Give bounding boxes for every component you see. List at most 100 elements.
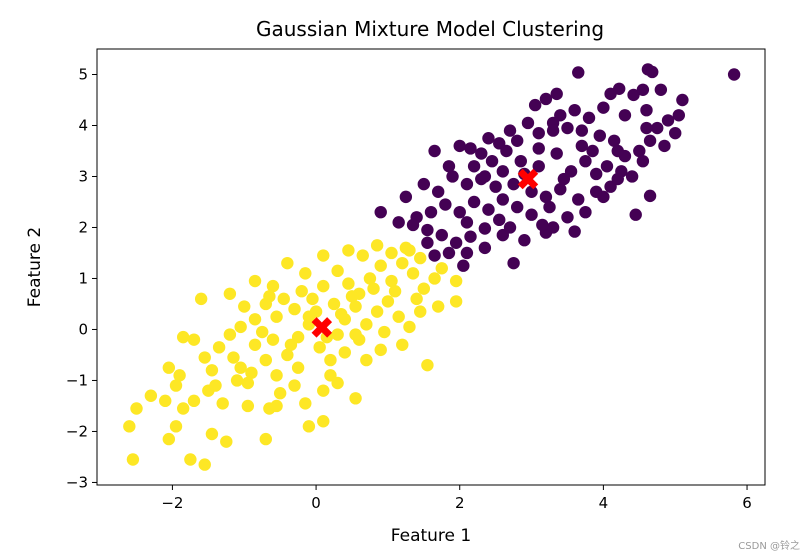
data-point-cluster-0	[593, 129, 606, 142]
data-point-cluster-0	[439, 198, 452, 211]
y-tick-label: 3	[78, 167, 88, 185]
data-point-cluster-0	[727, 68, 741, 81]
y-tick-label: 2	[78, 218, 88, 236]
data-point-cluster-0	[633, 144, 646, 158]
data-point-cluster-0	[627, 88, 640, 102]
data-point-cluster-0	[435, 228, 448, 242]
data-point-cluster-1	[414, 305, 427, 318]
data-point-cluster-1	[273, 387, 287, 400]
data-point-cluster-0	[532, 142, 545, 155]
data-point-cluster-1	[130, 402, 143, 415]
data-point-cluster-1	[345, 290, 359, 303]
data-point-cluster-1	[245, 366, 258, 380]
data-point-cluster-0	[611, 144, 624, 158]
data-point-cluster-0	[460, 177, 474, 191]
data-point-cluster-0	[543, 200, 556, 214]
data-point-cluster-1	[270, 369, 283, 382]
y-axis-ticks: −3 −2 −1 0 1 2 3 4 5	[66, 65, 97, 491]
data-point-cluster-1	[220, 435, 233, 448]
y-tick-label: 4	[78, 116, 88, 134]
data-point-cluster-1	[295, 285, 308, 298]
data-point-cluster-1	[342, 244, 355, 257]
data-point-cluster-1	[360, 318, 373, 331]
data-point-cluster-1	[331, 264, 344, 278]
data-point-cluster-0	[597, 101, 610, 114]
data-point-cluster-0	[539, 190, 553, 204]
data-point-cluster-0	[428, 144, 441, 158]
data-point-cluster-1	[223, 287, 237, 300]
data-point-cluster-1	[331, 328, 344, 341]
data-point-cluster-1	[194, 292, 208, 306]
data-point-cluster-0	[521, 116, 535, 130]
data-point-cluster-1	[403, 244, 416, 257]
data-point-cluster-1	[317, 384, 330, 397]
data-point-cluster-1	[205, 364, 219, 377]
y-tick-label: −3	[66, 473, 88, 491]
data-point-cluster-1	[288, 379, 301, 392]
data-point-cluster-0	[467, 195, 481, 209]
data-point-cluster-1	[374, 343, 387, 357]
data-point-cluster-0	[507, 177, 520, 191]
data-point-cluster-1	[187, 394, 201, 408]
data-point-cluster-0	[496, 165, 510, 178]
centers-layer	[311, 168, 539, 338]
data-point-cluster-0	[489, 180, 502, 193]
data-point-cluster-1	[159, 394, 172, 408]
data-point-cluster-0	[475, 147, 488, 160]
data-point-cluster-1	[216, 397, 229, 410]
x-axis-ticks: −2 0 2 4 6	[161, 485, 752, 512]
data-point-cluster-1	[256, 325, 269, 339]
data-point-cluster-0	[482, 132, 495, 145]
data-point-cluster-1	[266, 279, 280, 293]
data-point-cluster-0	[669, 126, 682, 140]
data-point-cluster-1	[281, 256, 294, 270]
x-tick-label: 0	[311, 494, 321, 512]
data-point-cluster-1	[248, 313, 262, 326]
data-point-cluster-1	[370, 305, 384, 318]
data-point-cluster-0	[582, 111, 596, 125]
data-point-cluster-0	[442, 160, 456, 173]
data-point-cluster-1	[396, 256, 409, 270]
data-point-cluster-1	[248, 338, 262, 351]
data-point-cluster-0	[467, 160, 481, 173]
data-point-cluster-0	[421, 223, 434, 237]
data-point-cluster-0	[550, 87, 563, 101]
data-point-cluster-1	[302, 420, 316, 433]
data-point-cluster-0	[539, 92, 553, 106]
data-point-cluster-0	[579, 154, 592, 168]
data-point-cluster-1	[270, 310, 283, 323]
x-tick-label: 6	[742, 494, 752, 512]
data-point-cluster-0	[546, 221, 560, 234]
data-point-cluster-1	[144, 389, 158, 402]
data-point-cluster-0	[464, 230, 477, 243]
data-point-cluster-0	[446, 170, 459, 183]
data-point-cluster-0	[528, 98, 542, 112]
data-point-cluster-0	[507, 256, 520, 270]
data-point-cluster-0	[658, 139, 671, 153]
data-point-cluster-0	[629, 208, 642, 221]
x-axis-label: Feature 1	[391, 526, 471, 546]
data-point-cluster-0	[428, 249, 441, 262]
data-point-cluster-0	[607, 134, 621, 147]
data-point-cluster-1	[205, 427, 219, 441]
data-point-cluster-1	[234, 361, 247, 374]
data-point-cluster-0	[672, 109, 686, 122]
data-point-cluster-0	[561, 121, 574, 135]
data-point-cluster-0	[478, 222, 492, 235]
data-point-cluster-1	[263, 290, 276, 303]
data-point-cluster-0	[431, 185, 445, 198]
data-point-cluster-1	[299, 267, 312, 280]
data-point-cluster-1	[187, 333, 201, 346]
chart-title: Gaussian Mixture Model Clustering	[256, 17, 604, 41]
data-point-cluster-1	[349, 328, 362, 341]
data-point-cluster-1	[338, 346, 352, 359]
data-point-cluster-1	[169, 420, 183, 433]
data-point-cluster-0	[643, 189, 657, 203]
data-point-cluster-0	[550, 147, 563, 160]
data-point-cluster-1	[270, 399, 283, 413]
data-point-cluster-1	[374, 259, 387, 272]
data-point-cluster-1	[291, 361, 305, 374]
data-point-cluster-0	[640, 121, 653, 135]
data-point-cluster-1	[431, 300, 445, 313]
